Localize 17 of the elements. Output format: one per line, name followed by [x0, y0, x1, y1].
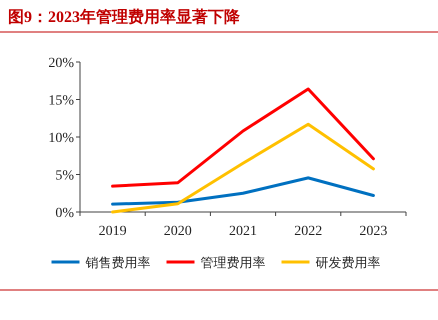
y-tick-label: 0%	[55, 206, 74, 221]
line-series	[111, 122, 375, 214]
legend-label: 销售费用率	[84, 255, 150, 270]
x-tick-label: 2022	[294, 224, 322, 239]
x-tick-label: 2021	[229, 224, 257, 239]
x-tick-label: 2020	[164, 224, 192, 239]
y-tick-label: 10%	[48, 131, 74, 146]
x-tick-label: 2023	[359, 224, 388, 239]
legend-label: 研发费用率	[316, 255, 380, 270]
y-tick-label: 5%	[55, 168, 74, 184]
line-series	[111, 176, 375, 206]
line-series	[111, 88, 375, 188]
y-tick-label: 20%	[48, 56, 74, 71]
x-tick-label: 2019	[98, 224, 127, 239]
chart-title: 图9：2023年管理费用率显著下降	[8, 7, 241, 26]
legend-label: 管理费用率	[200, 255, 266, 270]
y-tick-label: 15%	[48, 94, 74, 108]
